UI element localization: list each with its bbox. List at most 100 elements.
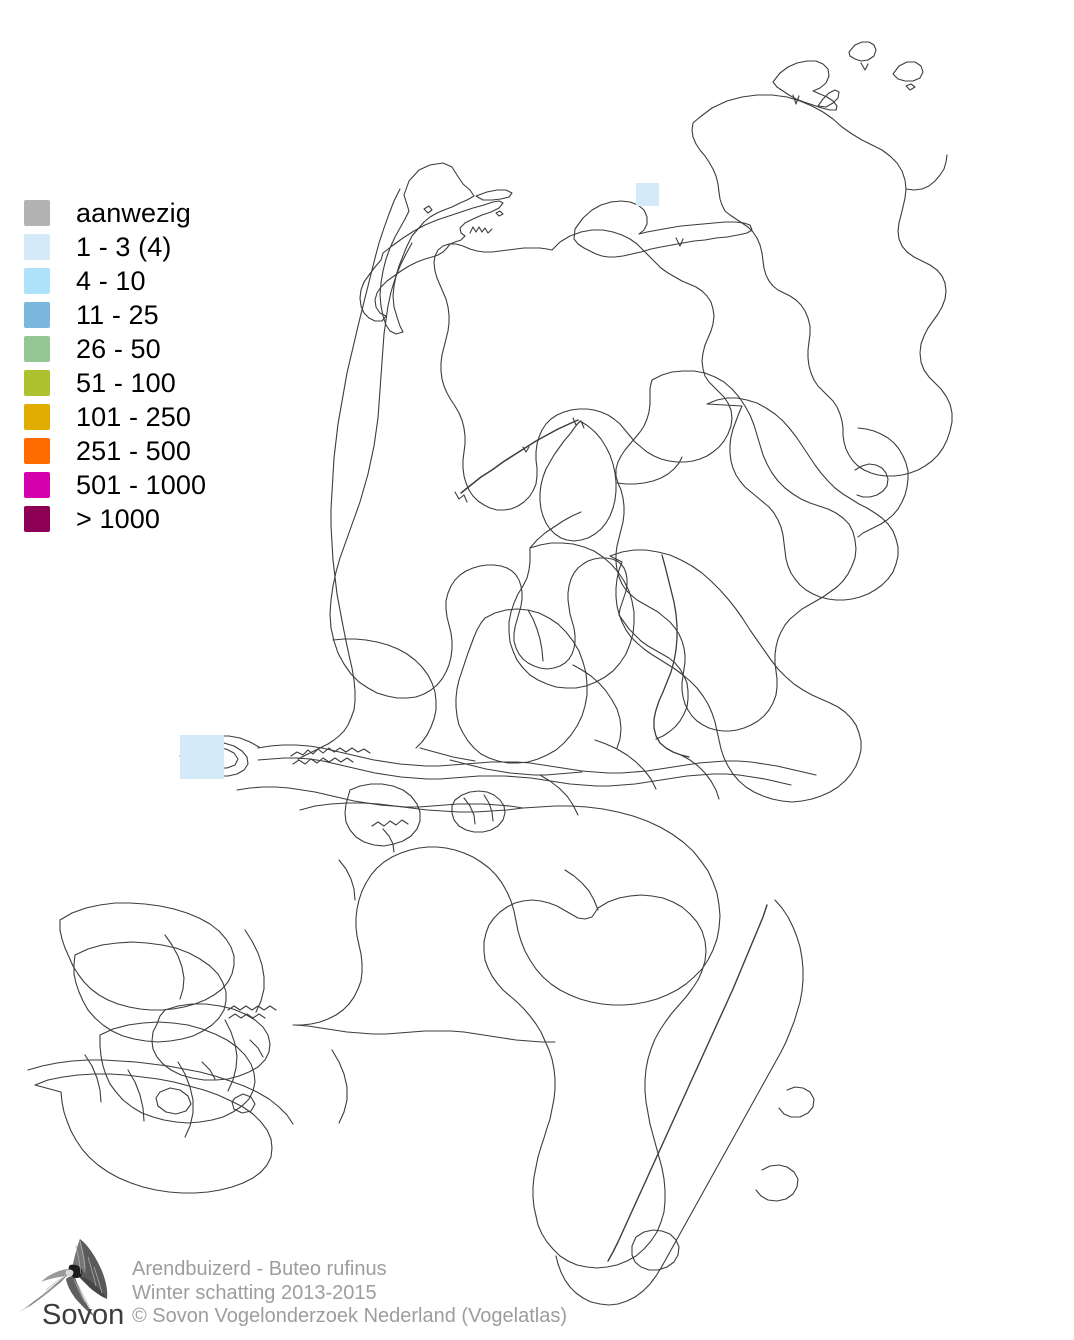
legend-item-1-3[interactable]: 1 - 3 (4) <box>24 230 206 264</box>
sovon-wordmark: Sovon <box>42 1299 124 1331</box>
randmeren <box>572 664 622 749</box>
utrecht-lek <box>419 747 476 762</box>
island-vlieland <box>475 189 513 201</box>
province-flevoland-oostelijk <box>508 542 635 689</box>
biesbosch <box>451 790 506 833</box>
biesbosch-channel-1 <box>463 797 476 825</box>
brabant-south-border <box>294 1024 556 1043</box>
sovon-logo-svg: Sovon <box>18 1239 124 1331</box>
legend-item-4-10[interactable]: 4 - 10 <box>24 264 206 298</box>
westerschelde-north <box>27 1059 294 1125</box>
legend-swatch-251-500 <box>24 438 50 464</box>
legend-label-1-3: 1 - 3 (4) <box>76 231 172 262</box>
swallow-icon <box>18 1239 108 1317</box>
zeeland-sloe <box>84 1054 102 1103</box>
island-noorderhaaks <box>423 205 433 214</box>
westerschelde-shoals-2 <box>231 1093 256 1114</box>
drechtsteden-urban <box>371 819 409 827</box>
island-ameland-tail <box>675 237 684 247</box>
province-gelderland <box>609 549 862 803</box>
island-texel <box>379 162 475 335</box>
zeeland-channel-3 <box>224 1019 238 1092</box>
legend-label-26-50: 26 - 50 <box>76 333 161 364</box>
rotterdam-urban <box>290 747 371 757</box>
map-outlines <box>27 41 953 1306</box>
biesbosch-channel-2 <box>483 794 494 822</box>
afsluitdijk-sluice-2 <box>454 491 468 503</box>
zeeland-dike-3 <box>249 1039 264 1058</box>
sovon-logo[interactable]: Sovon <box>18 1231 126 1331</box>
groningen-eems-border <box>905 154 948 191</box>
zeeland-dike-1 <box>127 1069 145 1122</box>
legend-item-51-100[interactable]: 51 - 100 <box>24 366 206 400</box>
square-friesland[interactable] <box>636 183 659 206</box>
zeeland-urban-cluster <box>227 1005 277 1011</box>
legend-label-11-25: 11 - 25 <box>76 299 159 330</box>
limburg-maastricht-bulge <box>631 1229 680 1271</box>
legend-item-11-25[interactable]: 11 - 25 <box>24 298 206 332</box>
coast-north-sea <box>297 188 401 760</box>
legend-swatch-101-250 <box>24 404 50 430</box>
peel-border <box>564 869 599 911</box>
legend-item-251-500[interactable]: 251 - 500 <box>24 434 206 468</box>
schouwen-duiveland <box>73 941 227 1043</box>
footer: Sovon Arendbuizerd - Buteo rufinus Winte… <box>0 1230 1074 1340</box>
island-rottum-small <box>905 83 916 91</box>
brabant-wal <box>338 859 356 901</box>
legend-swatch-11-25 <box>24 302 50 328</box>
legend-label-51-100: 51 - 100 <box>76 367 176 398</box>
legend-swatch-1-3 <box>24 234 50 260</box>
island-griend <box>495 210 504 217</box>
flevoland-ketelmeer <box>616 456 683 485</box>
province-overijssel <box>615 370 857 732</box>
province-groningen <box>691 94 953 477</box>
overijssel-east-border <box>857 427 909 538</box>
legend-swatch-4-10 <box>24 268 50 294</box>
legend-label-501-1000: 501 - 1000 <box>76 469 207 500</box>
maas-river <box>607 904 768 1262</box>
flevoland-houtribdijk <box>529 511 582 549</box>
island-terschelling <box>359 200 504 322</box>
gelderse-vallei-border <box>527 609 544 662</box>
legend-item-aanwezig[interactable]: aanwezig <box>24 196 206 230</box>
island-schier-detail <box>792 94 800 105</box>
legend-label-4-10: 4 - 10 <box>76 265 146 296</box>
river-nieuwe-waterweg <box>257 744 817 776</box>
caption-species: Arendbuizerd - Buteo rufinus <box>132 1258 387 1280</box>
legend-label-over-1000: > 1000 <box>76 503 160 534</box>
legend-item-over-1000[interactable]: > 1000 <box>24 502 206 536</box>
limburg-north <box>483 894 707 1269</box>
island-terschelling-detail-1 <box>469 226 493 234</box>
ijsselmeer-shore-east <box>618 614 689 740</box>
limburg-east-border <box>555 899 804 1306</box>
caption-period: Winter schatting 2013-2015 <box>132 1281 377 1304</box>
legend-swatch-26-50 <box>24 336 50 362</box>
square-voorne[interactable] <box>180 735 224 779</box>
province-noord-holland <box>329 242 628 699</box>
zeeland-channel-1 <box>164 934 185 1000</box>
zeeland-channel-2 <box>244 929 265 1013</box>
province-friesland <box>433 229 733 511</box>
zeeland-channel-4 <box>177 1061 194 1138</box>
legend: aanwezig 1 - 3 (4) 4 - 10 11 - 25 26 - 5… <box>24 196 206 536</box>
ijssel-lower <box>680 754 720 800</box>
walcheren-zuid-beveland <box>99 1021 256 1124</box>
rotterdam-urban-2 <box>292 757 354 765</box>
river-oude-maas <box>257 757 792 787</box>
betuwe-dike <box>539 774 579 816</box>
legend-item-26-50[interactable]: 26 - 50 <box>24 332 206 366</box>
legend-item-501-1000[interactable]: 501 - 1000 <box>24 468 206 502</box>
afsluitdijk <box>460 419 579 494</box>
legend-item-101-250[interactable]: 101 - 250 <box>24 400 206 434</box>
legend-label-101-250: 101 - 250 <box>76 401 191 432</box>
rhine-arnhem <box>594 739 657 790</box>
legend-swatch-aanwezig <box>24 200 50 226</box>
zuid-holland-border <box>332 638 437 749</box>
haringvliet-north-shore <box>236 786 524 809</box>
goeree-overflakkee <box>59 902 235 1011</box>
zeeland-urban-cluster-2 <box>228 1013 266 1019</box>
